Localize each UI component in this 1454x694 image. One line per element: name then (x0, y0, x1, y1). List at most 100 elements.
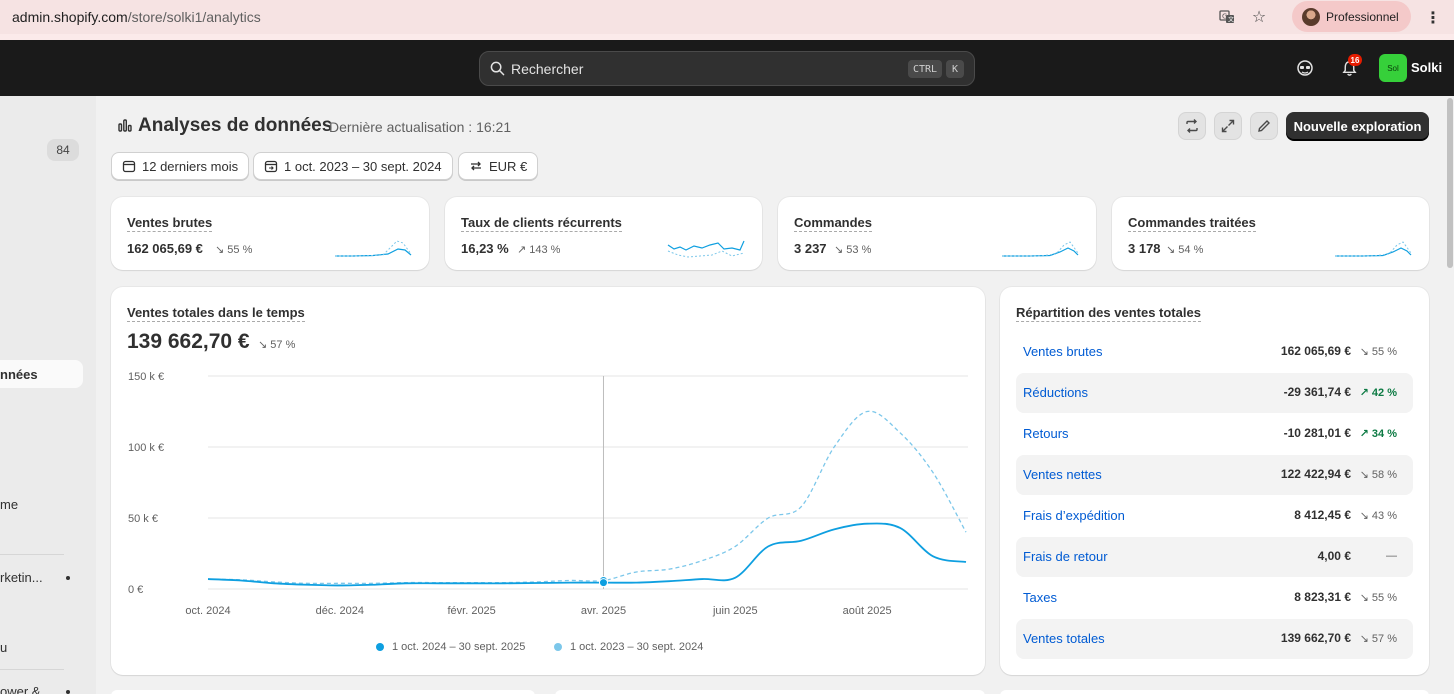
sidebar-item-app[interactable]: u (0, 640, 8, 655)
browser-menu-icon[interactable]: ⋮ (1425, 10, 1441, 27)
profile-avatar (1302, 7, 1320, 26)
store-avatar[interactable]: Sol (1379, 54, 1407, 82)
x-tick-label: avr. 2025 (581, 605, 626, 617)
sales-breakdown-card: Répartition des ventes totales Ventes br… (1000, 287, 1429, 675)
breakdown-link[interactable]: Frais d’expédition (1023, 508, 1125, 523)
refresh-button[interactable] (1178, 112, 1206, 140)
legend-label: 1 oct. 2023 – 30 sept. 2024 (570, 641, 704, 653)
bookmark-star-icon[interactable]: ☆ (1251, 9, 1267, 26)
url-host: admin.shopify.com (12, 9, 128, 25)
metric-title: Commandes traitées (1128, 215, 1256, 232)
breakdown-row: Taxes 8 823,31 € ↘ 55 % (1016, 578, 1413, 618)
sidebar-item-dot (66, 690, 70, 694)
sparkline (667, 240, 745, 258)
legend-label: 1 oct. 2024 – 30 sept. 2025 (392, 641, 526, 653)
sparkline (1002, 241, 1079, 257)
breakdown-link[interactable]: Frais de retour (1023, 549, 1108, 564)
breakdown-link[interactable]: Ventes nettes (1023, 467, 1102, 482)
sidebar-divider (0, 554, 64, 555)
peek-card (111, 690, 535, 694)
metric-value: 16,23 % (461, 241, 509, 256)
comparison-date-button[interactable]: 1 oct. 2023 – 30 sept. 2024 (253, 152, 453, 180)
breakdown-row: Réductions -29 361,74 € ↗ 42 % (1016, 373, 1413, 413)
breakdown-title: Répartition des ventes totales (1016, 305, 1201, 322)
store-name[interactable]: Solki (1411, 60, 1443, 75)
currency-button[interactable]: EUR € (458, 152, 539, 180)
metric-card-orders[interactable]: Commandes 3 237 ↘ 53 % (778, 197, 1096, 270)
legend-dot-icon (376, 643, 384, 651)
metric-card-fulfilled-orders[interactable]: Commandes traitées 3 178 ↘ 54 % (1112, 197, 1429, 270)
metric-title: Taux de clients récurrents (461, 215, 622, 232)
metric-delta: ↘ 54 % (1166, 244, 1204, 256)
notification-count-badge: 16 (1348, 54, 1362, 66)
profile-label: Professionnel (1326, 9, 1399, 24)
sidebar-item-marketing[interactable]: rketin... (0, 570, 43, 585)
breakdown-value: 8 823,31 € (1294, 590, 1351, 604)
breakdown-delta: ↘ 55 % (1359, 346, 1397, 358)
fullscreen-button[interactable] (1214, 112, 1242, 140)
breakdown-delta: — (1386, 550, 1397, 562)
sparkline (1335, 241, 1412, 257)
breakdown-link[interactable]: Ventes brutes (1023, 344, 1103, 359)
chart-delta: ↘ 57 % (258, 339, 296, 351)
scrollbar-thumb[interactable] (1447, 98, 1453, 268)
breakdown-row: Ventes nettes 122 422,94 € ↘ 58 % (1016, 455, 1413, 495)
metric-card-gross-sales[interactable]: Ventes brutes 162 065,69 € ↘ 55 % (111, 197, 429, 270)
comparison-date-label: 1 oct. 2023 – 30 sept. 2024 (284, 158, 442, 174)
chart-title[interactable]: Ventes totales dans le temps (127, 305, 305, 322)
series-line-current (207, 522, 967, 587)
breakdown-link[interactable]: Retours (1023, 426, 1069, 441)
search-placeholder: Rechercher (511, 60, 584, 77)
sidekick-icon[interactable] (1295, 58, 1315, 78)
legend-item-current[interactable]: 1 oct. 2024 – 30 sept. 2025 (376, 641, 525, 653)
page-scrollbar[interactable] (1446, 96, 1454, 694)
breakdown-value: 8 412,45 € (1294, 508, 1351, 522)
sidebar-orders-count-badge: 84 (47, 139, 79, 161)
edit-button[interactable] (1250, 112, 1278, 140)
currency-label: EUR € (489, 158, 528, 174)
shortcut-k-key: K (946, 60, 964, 78)
browser-address-bar: admin.shopify.com/store/solki1/analytics… (0, 0, 1454, 34)
y-tick-label: 50 k € (128, 513, 158, 525)
sidebar-item-analytics[interactable]: nnées (0, 367, 38, 382)
breakdown-value: -10 281,01 € (1283, 426, 1351, 440)
breakdown-link[interactable]: Ventes totales (1023, 631, 1105, 646)
breakdown-delta: ↘ 57 % (1359, 633, 1397, 645)
legend-item-previous[interactable]: 1 oct. 2023 – 30 sept. 2024 (554, 641, 703, 653)
breakdown-delta: ↗ 42 % (1359, 387, 1397, 399)
pencil-icon (1258, 120, 1270, 132)
breakdown-link[interactable]: Taxes (1023, 590, 1057, 605)
breakdown-value: -29 361,74 € (1283, 385, 1351, 399)
x-tick-label: févr. 2025 (447, 605, 495, 617)
sidebar-item-analytics-active[interactable] (0, 360, 83, 388)
breakdown-row: Retours -10 281,01 € ↗ 34 % (1016, 414, 1413, 454)
browser-divider (0, 34, 1454, 40)
sidebar-item-dot (66, 576, 70, 580)
metric-delta: ↘ 55 % (215, 244, 253, 256)
url-text[interactable]: admin.shopify.com/store/solki1/analytics (12, 9, 261, 25)
new-exploration-button[interactable]: Nouvelle exploration (1286, 112, 1429, 140)
period-filter-button[interactable]: 12 derniers mois (111, 152, 250, 180)
sidebar-item-app-2[interactable]: ower & (0, 684, 41, 694)
metric-value: 3 237 (794, 241, 827, 256)
metric-delta: ↘ 53 % (834, 244, 872, 256)
breakdown-value: 162 065,69 € (1280, 344, 1351, 358)
sidebar-item-online-store[interactable]: me (0, 497, 19, 512)
calendar-compare-icon (264, 160, 278, 173)
sync-icon (1186, 119, 1198, 133)
breakdown-delta: ↘ 43 % (1359, 510, 1397, 522)
metric-card-returning-customers[interactable]: Taux de clients récurrents 16,23 % ↗ 143… (445, 197, 762, 270)
legend-dot-icon (554, 643, 562, 651)
search-input[interactable]: Rechercher CTRL K (479, 51, 975, 86)
breakdown-delta: ↘ 55 % (1359, 592, 1397, 604)
svg-text:文: 文 (1228, 16, 1234, 24)
sales-over-time-card: Ventes totales dans le temps 139 662,70 … (111, 287, 985, 675)
chart-total-value: 139 662,70 € (127, 330, 250, 353)
sales-line-chart[interactable]: 0 € 50 k € 100 k € 150 k € oct. 2024 déc. 202… (111, 287, 985, 627)
hover-point-current (598, 578, 608, 588)
breakdown-link[interactable]: Réductions (1023, 385, 1089, 400)
metric-title: Ventes brutes (127, 215, 213, 232)
browser-profile-chip[interactable]: Professionnel (1292, 1, 1411, 32)
breakdown-value: 122 422,94 € (1280, 467, 1351, 481)
